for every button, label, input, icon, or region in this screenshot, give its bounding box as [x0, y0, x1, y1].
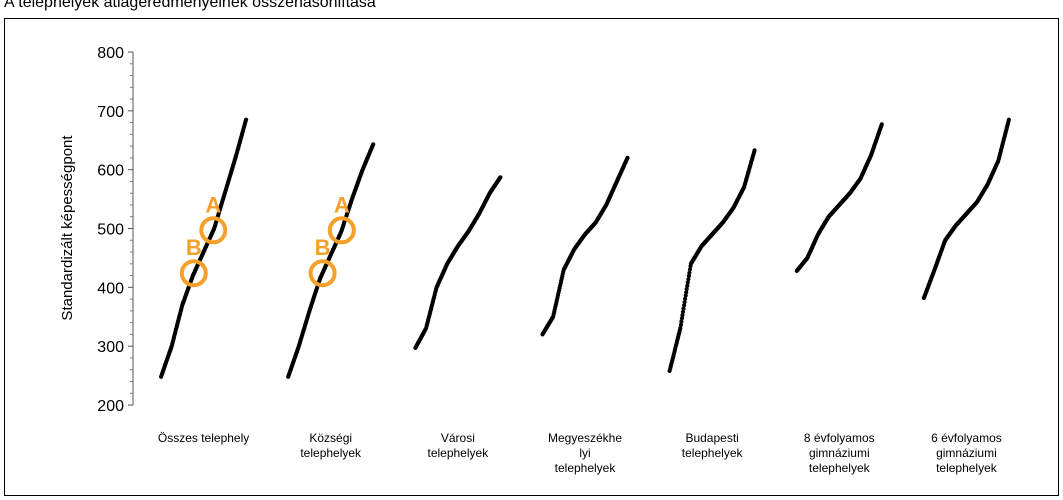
data-point: [683, 296, 688, 301]
y-tick-label: 800: [97, 45, 124, 62]
series-4: [667, 148, 757, 373]
data-point: [682, 303, 687, 308]
data-point: [678, 322, 684, 327]
series-3: [540, 155, 630, 337]
data-point: [682, 300, 687, 305]
data-point: [687, 267, 693, 272]
annotation-label-b: B: [186, 235, 202, 260]
data-point: [879, 122, 884, 127]
series-1: [286, 142, 376, 379]
data-point: [1006, 117, 1012, 122]
category-label: Megyeszékhe lyi telephelyek: [548, 431, 622, 475]
data-point: [684, 290, 689, 295]
data-point: [683, 293, 688, 298]
series-5: [794, 122, 884, 273]
category-label-line: telephelyek: [427, 446, 489, 460]
figure-caption: . A telephelyek átlageredményeinek össze…: [0, 0, 376, 11]
data-point: [679, 319, 684, 324]
category-label-line: telephelyek: [809, 461, 871, 475]
category-label: 8 évfolyamos gimnáziumi telephelyek: [804, 431, 875, 475]
category-label-line: telephelyek: [936, 461, 998, 475]
data-points: [159, 117, 1012, 379]
data-point: [678, 326, 683, 331]
annotation-label-b: B: [315, 235, 331, 260]
y-tick-label: 700: [97, 104, 124, 121]
annotation-circle-a: [327, 216, 356, 245]
category-label: Budapesti telephelyek: [682, 431, 744, 460]
category-label-line: 6 évfolyamos: [931, 431, 1002, 445]
data-point: [684, 286, 689, 292]
category-label-line: Megyeszékhe: [548, 431, 622, 445]
data-point: [371, 142, 376, 147]
annotation-circle-b: [308, 259, 337, 288]
category-label-line: gimnáziumi: [936, 446, 997, 460]
data-point: [625, 155, 630, 160]
y-tick-label: 600: [97, 163, 124, 180]
annotation-circle-a: [199, 216, 228, 245]
category-label: Összes telephely: [158, 431, 249, 445]
y-axis-label: Standardizált képességpont: [59, 135, 76, 321]
data-point: [686, 277, 691, 282]
category-label-line: telephelyek: [555, 461, 617, 475]
data-point: [686, 273, 692, 279]
data-point: [498, 175, 503, 180]
y-tick-label: 300: [97, 339, 124, 356]
data-point: [244, 117, 249, 122]
y-tick-label: 400: [97, 280, 124, 297]
category-label: Községi telephelyek: [300, 431, 362, 460]
category-label-line: Városi: [441, 431, 475, 445]
data-point: [680, 309, 686, 314]
category-label-line: Budapesti: [685, 431, 738, 445]
category-label-line: lyi: [579, 446, 590, 460]
category-label-line: Összes telephely: [158, 431, 249, 445]
series-0: [159, 117, 249, 379]
category-label: 6 évfolyamos gimnáziumi telephelyek: [931, 431, 1002, 475]
category-label-line: gimnáziumi: [809, 446, 870, 460]
series-2: [413, 175, 503, 350]
data-point: [685, 280, 690, 285]
data-point: [685, 283, 690, 288]
y-axis: 200 300 400 500 600 700 800: [97, 45, 134, 415]
annotation-label-a: A: [205, 192, 221, 217]
annotation-circle-b: [179, 259, 208, 288]
category-label-line: telephelyek: [300, 446, 362, 460]
data-point: [681, 306, 686, 311]
category-label-line: Községi: [309, 431, 352, 445]
data-point: [687, 270, 692, 275]
data-point: [679, 316, 685, 321]
y-tick-label: 500: [97, 222, 124, 239]
series-6: [921, 117, 1012, 300]
annotation-label-a: A: [334, 192, 350, 217]
chart-frame: [4, 18, 1059, 496]
category-labels: Összes telephely Községi telephelyekVárosi…: [158, 431, 1002, 475]
y-tick-label: 200: [97, 398, 124, 415]
data-point: [680, 313, 685, 318]
category-label-line: 8 évfolyamos: [804, 431, 875, 445]
data-point: [752, 148, 757, 153]
category-label-line: telephelyek: [682, 446, 744, 460]
category-label: Városi telephelyek: [427, 431, 489, 460]
